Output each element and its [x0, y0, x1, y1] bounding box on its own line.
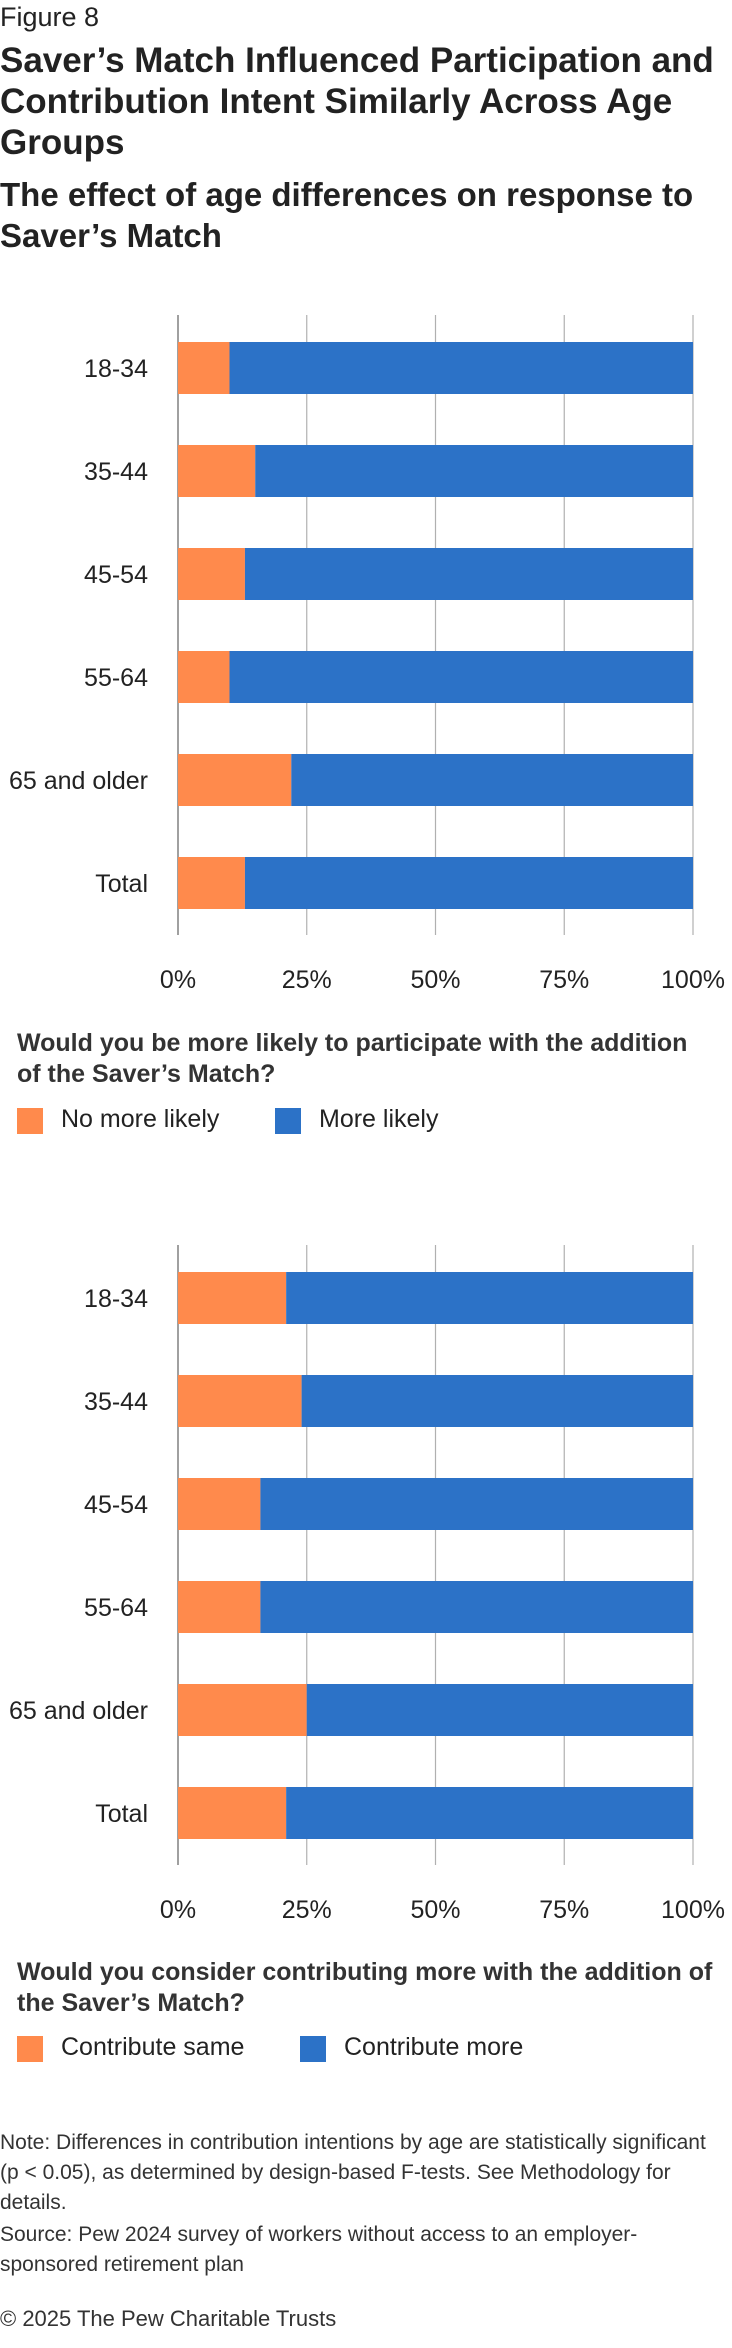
bar-more-likely-total [244, 857, 693, 909]
contribution-chart-svg: 18-34 35-44 45-54 55-64 65 and older Total 0% 2… [9, 1245, 725, 1924]
bar-no-more-likely-total [178, 857, 245, 909]
bar-contribute-more-total [286, 1787, 693, 1839]
bar-contribute-same-35-44 [178, 1375, 302, 1427]
x-tick-label-25: 25% [282, 1896, 332, 1924]
x-tick-label-0: 0% [160, 1896, 196, 1924]
bar-contribute-more-55-64 [260, 1581, 693, 1633]
bar-contribute-same-18-34 [178, 1272, 287, 1324]
bar-contribute-more-45-54 [260, 1478, 693, 1530]
bar-no-more-likely-18-34 [178, 342, 230, 394]
participation-question: Would you be more likely to participate … [17, 1029, 688, 1088]
category-label-18-34: 18-34 [84, 355, 148, 383]
x-tick-label-100: 100% [661, 966, 725, 994]
contribution-question: Would you consider contributing more wit… [17, 1958, 713, 2017]
legend-label-contribute-same: Contribute same [61, 2033, 245, 2061]
category-label-45-54: 45-54 [84, 561, 148, 589]
legend-label-more-likely: More likely [319, 1105, 439, 1133]
category-label-35-44: 35-44 [84, 1388, 148, 1416]
legend-label-no-more-likely: No more likely [61, 1105, 220, 1133]
chart-subtitle: The effect of age differences on respons… [0, 176, 694, 254]
legend-swatch-contribute-same [17, 2036, 43, 2062]
bar-no-more-likely-55-64 [178, 651, 230, 703]
figure-label: Figure 8 [0, 2, 100, 32]
bar-more-likely-55-64 [229, 651, 693, 703]
x-tick-label-50: 50% [410, 1896, 460, 1924]
category-label-65-and-older: 65 and older [9, 767, 148, 795]
bar-contribute-same-45-54 [178, 1478, 261, 1530]
bar-contribute-more-18-34 [286, 1272, 693, 1324]
participation-chart: 18-34 35-44 45-54 55-64 65 and older Total 0% 2… [0, 300, 732, 1140]
x-tick-label-75: 75% [539, 966, 589, 994]
bar-contribute-more-65-and-older [306, 1684, 693, 1736]
category-label-55-64: 55-64 [84, 1594, 148, 1622]
bar-more-likely-45-54 [244, 548, 693, 600]
legend-swatch-contribute-more [300, 2036, 326, 2062]
legend-label-contribute-more: Contribute more [344, 2033, 524, 2061]
bar-more-likely-65-and-older [291, 754, 693, 806]
x-tick-label-50: 50% [410, 966, 460, 994]
x-tick-label-100: 100% [661, 1896, 725, 1924]
x-tick-label-0: 0% [160, 966, 196, 994]
category-label-35-44: 35-44 [84, 458, 148, 486]
copyright: © 2025 The Pew Charitable Trusts [0, 2306, 337, 2331]
legend-swatch-no-more-likely [17, 1108, 43, 1134]
x-tick-label-25: 25% [282, 966, 332, 994]
bar-more-likely-35-44 [255, 445, 693, 497]
bar-no-more-likely-65-and-older [178, 754, 292, 806]
bar-contribute-same-55-64 [178, 1581, 261, 1633]
bar-no-more-likely-45-54 [178, 548, 245, 600]
category-label-55-64: 55-64 [84, 664, 148, 692]
category-label-total: Total [95, 870, 148, 898]
participation-chart-svg: 18-34 35-44 45-54 55-64 65 and older Total 0% 2… [9, 315, 725, 994]
footnote: Note: Differences in contribution intent… [0, 2131, 706, 2214]
category-label-18-34: 18-34 [84, 1285, 148, 1313]
source-note: Source: Pew 2024 survey of workers witho… [0, 2223, 638, 2276]
x-tick-label-75: 75% [539, 1896, 589, 1924]
category-label-45-54: 45-54 [84, 1491, 148, 1519]
bar-contribute-more-35-44 [301, 1375, 693, 1427]
bar-contribute-same-total [178, 1787, 287, 1839]
chart-title: Saver’s Match Influenced Participation a… [0, 41, 714, 162]
bar-contribute-same-65-and-older [178, 1684, 307, 1736]
contribution-chart: 18-34 35-44 45-54 55-64 65 and older Total 0% 2… [0, 1230, 732, 2070]
legend-swatch-more-likely [275, 1108, 301, 1134]
category-label-65-and-older: 65 and older [9, 1697, 148, 1725]
category-label-total: Total [95, 1800, 148, 1828]
bar-more-likely-18-34 [229, 342, 693, 394]
bar-no-more-likely-35-44 [178, 445, 256, 497]
